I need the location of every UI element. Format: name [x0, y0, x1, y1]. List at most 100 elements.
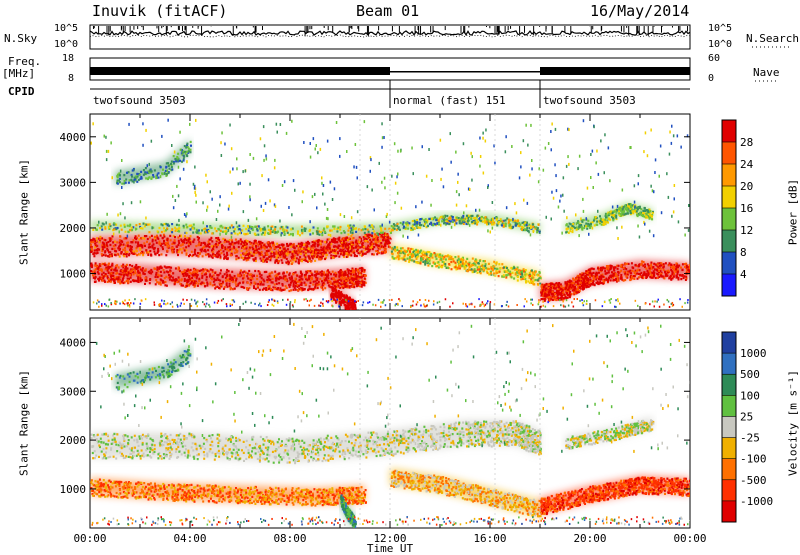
echo-cell: [427, 258, 429, 260]
echo-cell: [456, 219, 458, 221]
echo-cell: [216, 253, 218, 255]
echo-cell: [446, 222, 448, 224]
echo-cell: [186, 242, 188, 244]
echo-cell: [328, 238, 330, 240]
echo-cell: [371, 235, 373, 237]
echo-cell: [214, 227, 216, 229]
echo-cell: [301, 243, 303, 245]
echo-cell: [420, 262, 422, 264]
echo-cell: [95, 265, 97, 267]
echo-cell: [266, 261, 268, 263]
echo-cell: [218, 229, 220, 231]
echo-cell: [344, 271, 346, 273]
echo-cell: [112, 241, 114, 243]
echo-cell: [231, 271, 233, 273]
echo-cell: [442, 261, 444, 263]
echo-cell: [544, 292, 546, 294]
echo-cell: [244, 240, 246, 242]
echo-cell: [359, 246, 361, 248]
echo-cell: [216, 246, 218, 248]
echo-cell: [620, 274, 622, 276]
echo-cell: [572, 289, 574, 291]
echo-cell: [363, 283, 365, 285]
echo-cell: [361, 243, 363, 245]
echo-cell: [134, 270, 136, 272]
echo-cell: [146, 241, 148, 243]
echo-cell: [681, 275, 683, 277]
echo-cell: [255, 252, 257, 254]
echo-cell: [653, 274, 655, 276]
echo-cell: [290, 233, 292, 235]
echo-cell: [552, 299, 554, 301]
echo-cell: [272, 278, 274, 280]
echo-cell: [211, 232, 213, 234]
echo-cell: [324, 287, 326, 289]
echo-cell: [441, 266, 443, 268]
echo-cell: [115, 273, 117, 275]
echo-cell: [113, 245, 115, 247]
echo-cell: [536, 231, 538, 233]
echo-cell: [633, 275, 635, 277]
echo-cell: [243, 274, 245, 276]
echo-cell: [338, 245, 340, 247]
echo-cell: [284, 277, 286, 279]
echo-cell: [145, 280, 147, 282]
echo-cell: [375, 244, 377, 246]
echo-cell: [637, 278, 639, 280]
echo-cell: [91, 266, 93, 268]
echo-cell: [343, 280, 345, 282]
echo-cell: [440, 258, 442, 260]
echo-cell: [241, 250, 243, 252]
echo-cell: [222, 238, 224, 240]
echo-cell: [508, 274, 510, 276]
echo-cell: [439, 254, 441, 256]
echo-cell: [101, 280, 103, 282]
echo-cell: [372, 248, 374, 250]
echo-cell: [192, 232, 194, 234]
echo-cell: [355, 240, 357, 242]
echo-cell: [339, 279, 341, 281]
echo-cell: [115, 265, 117, 267]
echo-cell: [269, 285, 271, 287]
echo-cell: [121, 229, 123, 231]
echo-cell: [378, 245, 380, 247]
echo-cell: [332, 249, 334, 251]
echo-cell: [392, 256, 394, 258]
echo-cell: [541, 293, 543, 295]
echo-cell: [399, 229, 401, 231]
echo-cell: [244, 257, 246, 259]
echo-cell: [652, 266, 654, 268]
echo-cell: [269, 233, 271, 235]
echo-cell: [443, 222, 445, 224]
echo-cell: [599, 281, 601, 283]
echo-cell: [412, 254, 414, 256]
echo-cell: [430, 253, 432, 255]
echo-cell: [224, 246, 226, 248]
echo-cell: [112, 278, 114, 280]
echo-cell: [130, 277, 132, 279]
echo-cell: [436, 258, 438, 260]
echo-cell: [552, 295, 554, 297]
echo-cell: [243, 253, 245, 255]
echo-cell: [193, 224, 195, 226]
echo-cell: [353, 252, 355, 254]
echo-cell: [180, 239, 182, 241]
echo-cell: [337, 238, 339, 240]
echo-cell: [240, 243, 242, 245]
echo-cell: [615, 212, 617, 214]
echo-cell: [297, 230, 299, 232]
echo-cell: [534, 274, 536, 276]
echo-cell: [126, 264, 128, 266]
echo-cell: [161, 275, 163, 277]
echo-cell: [301, 226, 303, 228]
echo-cell: [563, 294, 565, 296]
echo-cell: [327, 274, 329, 276]
echo-cell: [340, 226, 342, 228]
echo-cell: [98, 249, 100, 251]
echo-cell: [288, 274, 290, 276]
echo-cell: [518, 269, 520, 271]
echo-cell: [256, 249, 258, 251]
echo-cell: [213, 255, 215, 257]
echo-cell: [215, 243, 217, 245]
echo-cell: [237, 233, 239, 235]
